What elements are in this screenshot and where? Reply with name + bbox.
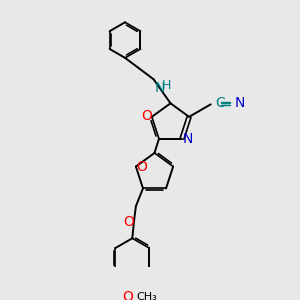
Text: N: N [182, 132, 193, 146]
Text: C: C [215, 97, 225, 110]
Text: O: O [137, 160, 148, 173]
Text: N: N [154, 81, 164, 95]
Text: O: O [122, 290, 133, 300]
Text: N: N [235, 97, 245, 110]
Text: O: O [123, 215, 134, 229]
Text: H: H [162, 79, 171, 92]
Text: O: O [141, 109, 152, 123]
Text: CH₃: CH₃ [136, 292, 157, 300]
